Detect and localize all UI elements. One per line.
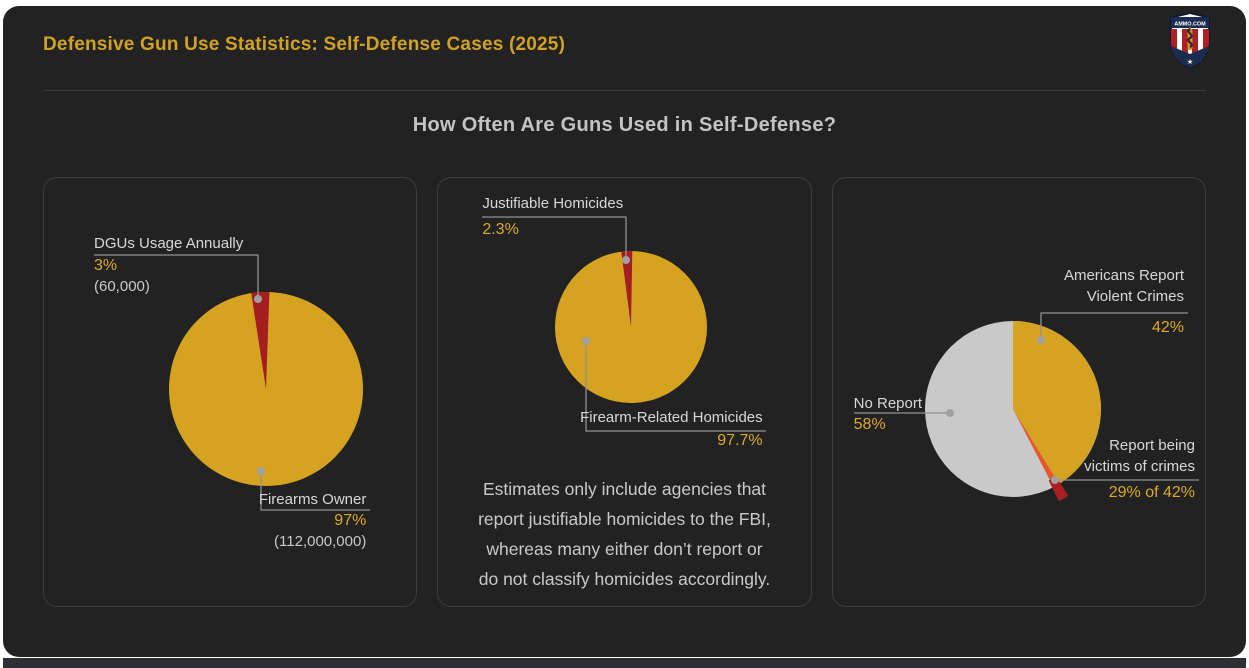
label-connector-line: [1040, 312, 1188, 340]
panel-crime-reporting: Americans Report Violent Crimes 42% No R…: [831, 177, 1206, 607]
pie-slice: [251, 292, 270, 389]
pie-slice: [1012, 409, 1059, 488]
header-divider: [43, 90, 1206, 91]
chart-section-title: How Often Are Guns Used in Self-Defense?: [412, 114, 837, 136]
connector-dot: [582, 337, 591, 345]
connector-dot: [622, 256, 631, 264]
logo-text: AMMO.COM: [1174, 22, 1206, 28]
star-icon: ★: [1187, 58, 1193, 66]
slice-count-firearms-owner: (112,000,000): [274, 533, 367, 550]
slice-label-americans-report: Americans Report Violent Crimes: [1064, 265, 1184, 307]
slice-label-justifiable-homicides: Justifiable Homicides: [482, 195, 624, 212]
slice-label-report-victims: Report being victims of crimes: [1084, 435, 1195, 477]
slice-value-justifiable-homicides: 2.3%: [482, 221, 519, 238]
pie-slice: [1012, 321, 1101, 484]
slice-value-dgus-usage: 3%: [94, 257, 118, 274]
pie-chart-dgu-usage: [94, 254, 370, 511]
panel-justifiable-homicides: Justifiable Homicides 2.3% Firearm-Relat…: [437, 177, 812, 607]
note-line: report justifiable homicides to the FBI,: [478, 509, 771, 529]
connector-dot: [1036, 336, 1045, 344]
pie-chart-crime-reporting: [853, 312, 1199, 502]
note-line: Estimates only include agencies that: [482, 479, 767, 499]
page-title: Defensive Gun Use Statistics: Self-Defen…: [43, 34, 566, 55]
label-connector-line: [585, 341, 767, 432]
slice-label-no-report: No Report: [853, 395, 923, 412]
pie-slice: [621, 250, 633, 327]
slice-value-report-victims: 29% of 42%: [1108, 484, 1195, 501]
note-line: whereas many either don’t report or: [486, 539, 763, 559]
slice-value-firearms-owner: 97%: [334, 512, 367, 529]
pie-chart-justifiable-homicides: [482, 216, 767, 432]
fbi-reporting-note: Estimates only include agencies that rep…: [444, 474, 804, 594]
label-line: victims of crimes: [1084, 458, 1195, 475]
slice-label-dgus-usage: DGUs Usage Annually: [94, 235, 244, 252]
connector-dot: [1050, 476, 1059, 484]
label-line: Report being: [1109, 437, 1195, 454]
label-connector-line: [482, 216, 627, 260]
label-line: Americans Report: [1063, 267, 1184, 284]
infographic-card: Defensive Gun Use Statistics: Self-Defen…: [3, 6, 1246, 657]
slice-label-firearms-owner: Firearms Owner: [258, 491, 367, 508]
snake-icon: [1187, 28, 1193, 48]
slice-value-no-report: 58%: [853, 416, 886, 433]
slice-count-dgus-usage: (60,000): [94, 278, 150, 295]
connector-dot: [254, 295, 262, 303]
footer-bar: [3, 658, 1246, 668]
label-connector-line: [94, 254, 259, 299]
label-connector-line: [260, 471, 370, 511]
note-line: do not classify homicides accordingly.: [478, 569, 771, 589]
chart-panels: DGUs Usage Annually 3% (60,000) Firearms…: [43, 177, 1206, 607]
slice-label-firearm-related-homicides: Firearm-Related Homicides: [580, 409, 763, 426]
slice-value-americans-report: 42%: [1151, 319, 1184, 336]
connector-dot: [945, 409, 954, 417]
label-line: Violent Crimes: [1086, 288, 1184, 305]
connector-dot: [257, 467, 265, 475]
ammo-com-logo: AMMO.COM ★: [1170, 12, 1210, 69]
slice-value-firearm-related-homicides: 97.7%: [717, 432, 763, 449]
panel-dgu-usage: DGUs Usage Annually 3% (60,000) Firearms…: [43, 177, 418, 607]
logo-banner: [1171, 17, 1209, 28]
